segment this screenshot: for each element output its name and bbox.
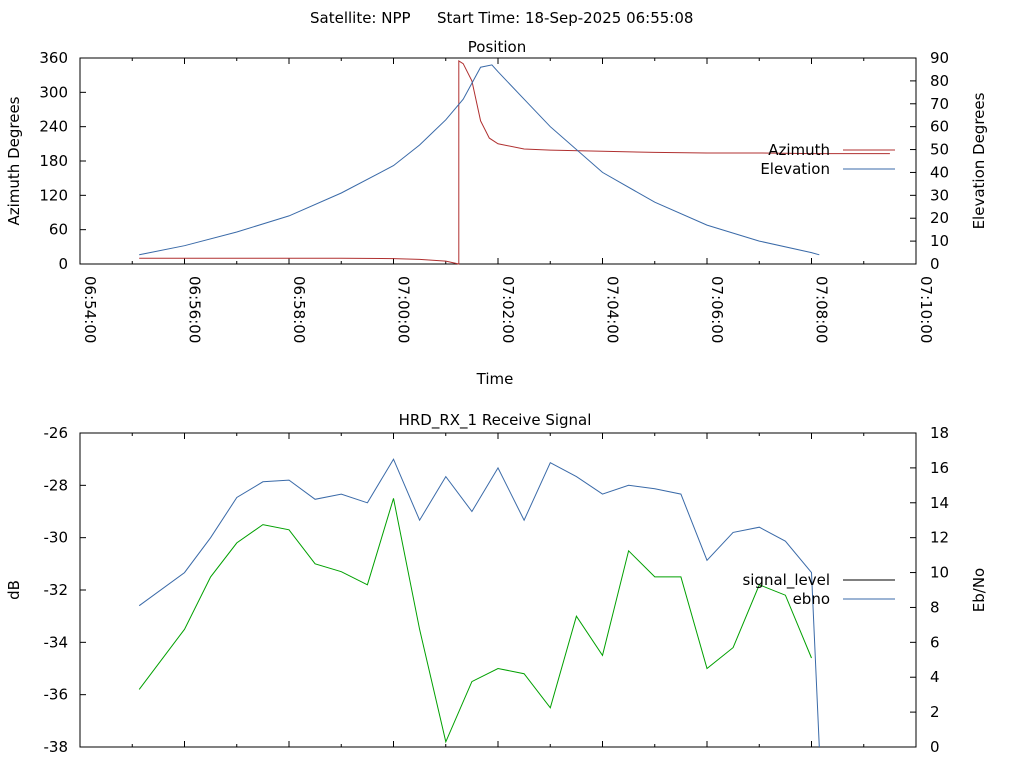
y-right-tick-label: 70 [930,95,949,113]
y-right-tick-label: 16 [930,459,949,477]
y-right-tick-label: 30 [930,186,949,204]
position-y-right-label: Elevation Degrees [970,92,988,229]
y-left-tick-label: -28 [44,476,69,494]
y-left-tick-label: -36 [44,686,69,704]
y-right-tick-label: 20 [930,209,949,227]
x-tick-label: 06:58:00 [290,276,308,343]
series-line-0 [139,59,890,265]
signal-y-left-label: dB [5,580,23,600]
y-right-tick-label: 4 [930,668,940,686]
signal-y-right-label: Eb/No [970,568,988,612]
y-right-tick-label: 60 [930,118,949,136]
y-right-tick-label: 40 [930,163,949,181]
y-right-tick-label: 10 [930,232,949,250]
y-right-tick-label: 2 [930,703,940,721]
position-x-label: Time [476,370,514,388]
position-chart: Position Azimuth Degrees Elevation Degre… [5,38,988,388]
signal-plot-frame [79,432,917,748]
y-left-tick-label: -26 [44,424,69,442]
y-right-tick-label: 8 [930,598,940,616]
y-right-tick-label: 6 [930,633,940,651]
legend-label: ebno [793,590,830,608]
series-line-1 [139,64,820,256]
y-right-tick-label: 90 [930,49,949,67]
x-tick-label: 07:06:00 [708,276,726,343]
series-line-2 [138,498,812,744]
x-tick-label: 07:04:00 [604,276,622,343]
y-left-tick-label: 300 [39,83,68,101]
legend-label: Elevation [760,160,830,178]
x-tick-label: 07:02:00 [499,276,517,343]
position-y-left-label: Azimuth Degrees [5,96,23,225]
y-left-tick-label: -38 [44,738,69,756]
series-line-1 [138,458,820,748]
legend-label: Azimuth [768,141,830,159]
y-right-tick-label: 80 [930,72,949,90]
x-tick-label: 06:54:00 [81,276,99,343]
y-right-tick-label: 10 [930,564,949,582]
y-right-tick-label: 0 [930,738,940,756]
x-tick-label: 07:10:00 [917,276,935,343]
x-tick-label: 07:00:00 [395,276,413,343]
y-left-tick-label: -32 [44,581,69,599]
header-satellite: Satellite: NPP [310,9,411,27]
y-right-tick-label: 0 [930,255,940,273]
x-tick-label: 06:56:00 [186,276,204,343]
y-left-tick-label: 240 [39,118,68,136]
y-right-tick-label: 50 [930,141,949,159]
y-left-tick-label: 60 [49,221,68,239]
y-left-tick-label: 180 [39,152,68,170]
y-left-tick-label: -34 [44,633,69,651]
legend-label: signal_level [742,571,830,590]
position-chart-title: Position [468,38,526,56]
y-right-tick-label: 14 [930,494,949,512]
y-left-tick-label: 360 [39,49,68,67]
y-left-tick-label: 0 [58,255,68,273]
y-right-tick-label: 18 [930,424,949,442]
header-start-time: Start Time: 18-Sep-2025 06:55:08 [437,9,693,27]
x-tick-label: 07:08:00 [813,276,831,343]
signal-chart-title: HRD_RX_1 Receive Signal [399,411,592,430]
y-left-tick-label: -30 [44,529,69,547]
y-left-tick-label: 120 [39,186,68,204]
signal-chart: HRD_RX_1 Receive Signal dB Eb/No -26 -28 -… [5,411,988,756]
y-right-tick-label: 12 [930,529,949,547]
